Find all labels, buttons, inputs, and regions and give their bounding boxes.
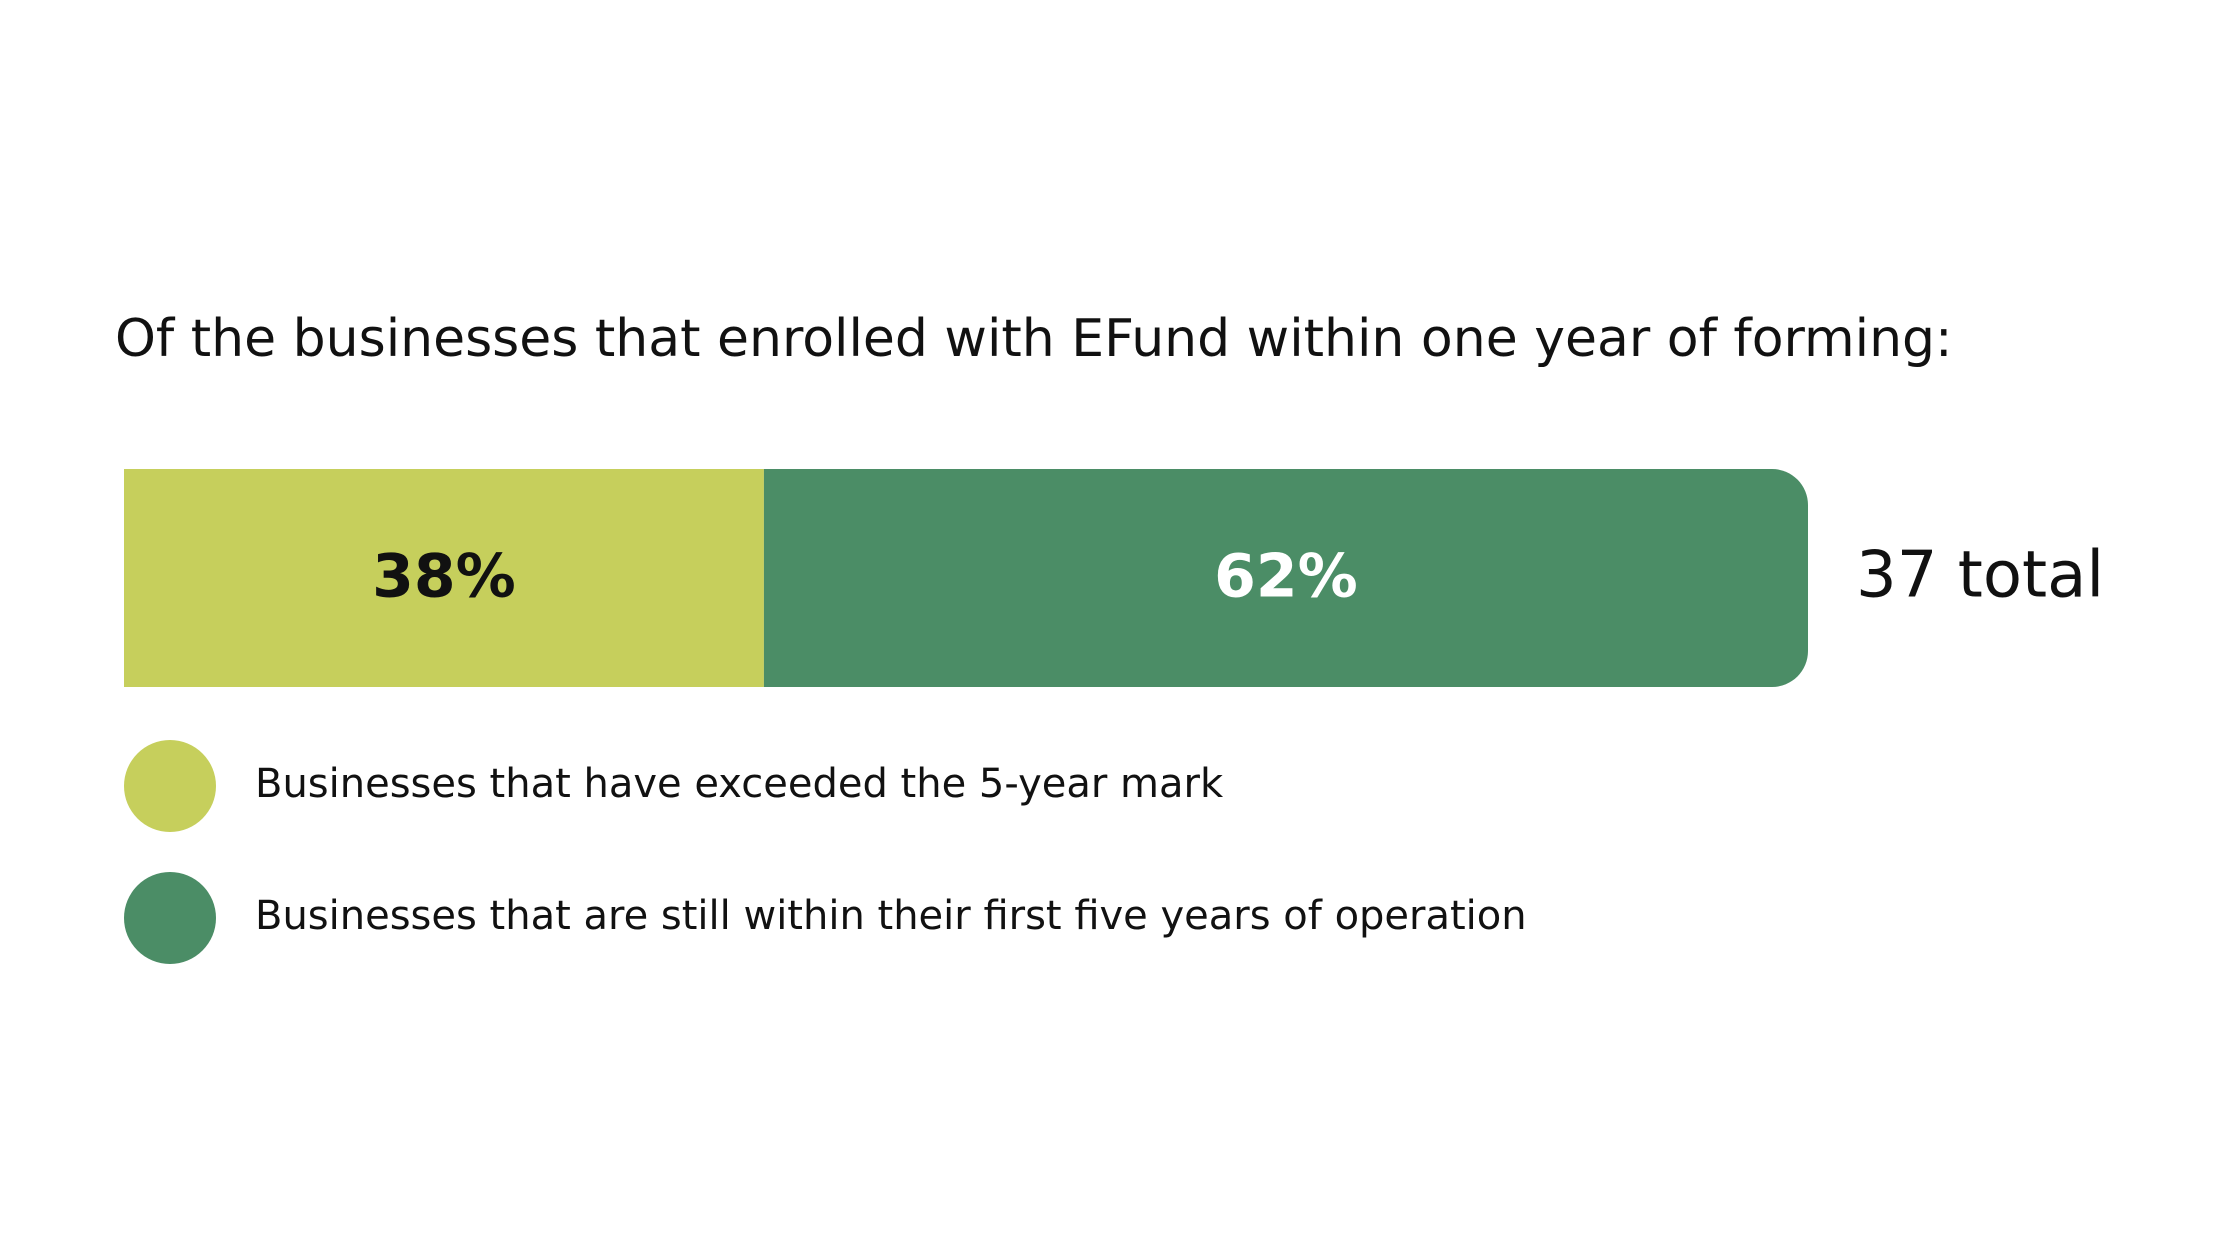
bar-segment [763,469,1809,687]
legend-label: Businesses that have exceeded the 5-year… [255,761,1224,807]
chart-title: Of the businesses that enrolled with EFu… [115,309,1953,369]
bar-segment [124,469,764,687]
legend-swatch [124,740,216,832]
legend-swatch [124,872,216,964]
total-annotation: 37 total [1856,539,2104,613]
value-label: 62% [1214,542,1358,612]
value-label: 38% [372,542,516,612]
legend-label: Businesses that are still within their f… [255,893,1527,939]
